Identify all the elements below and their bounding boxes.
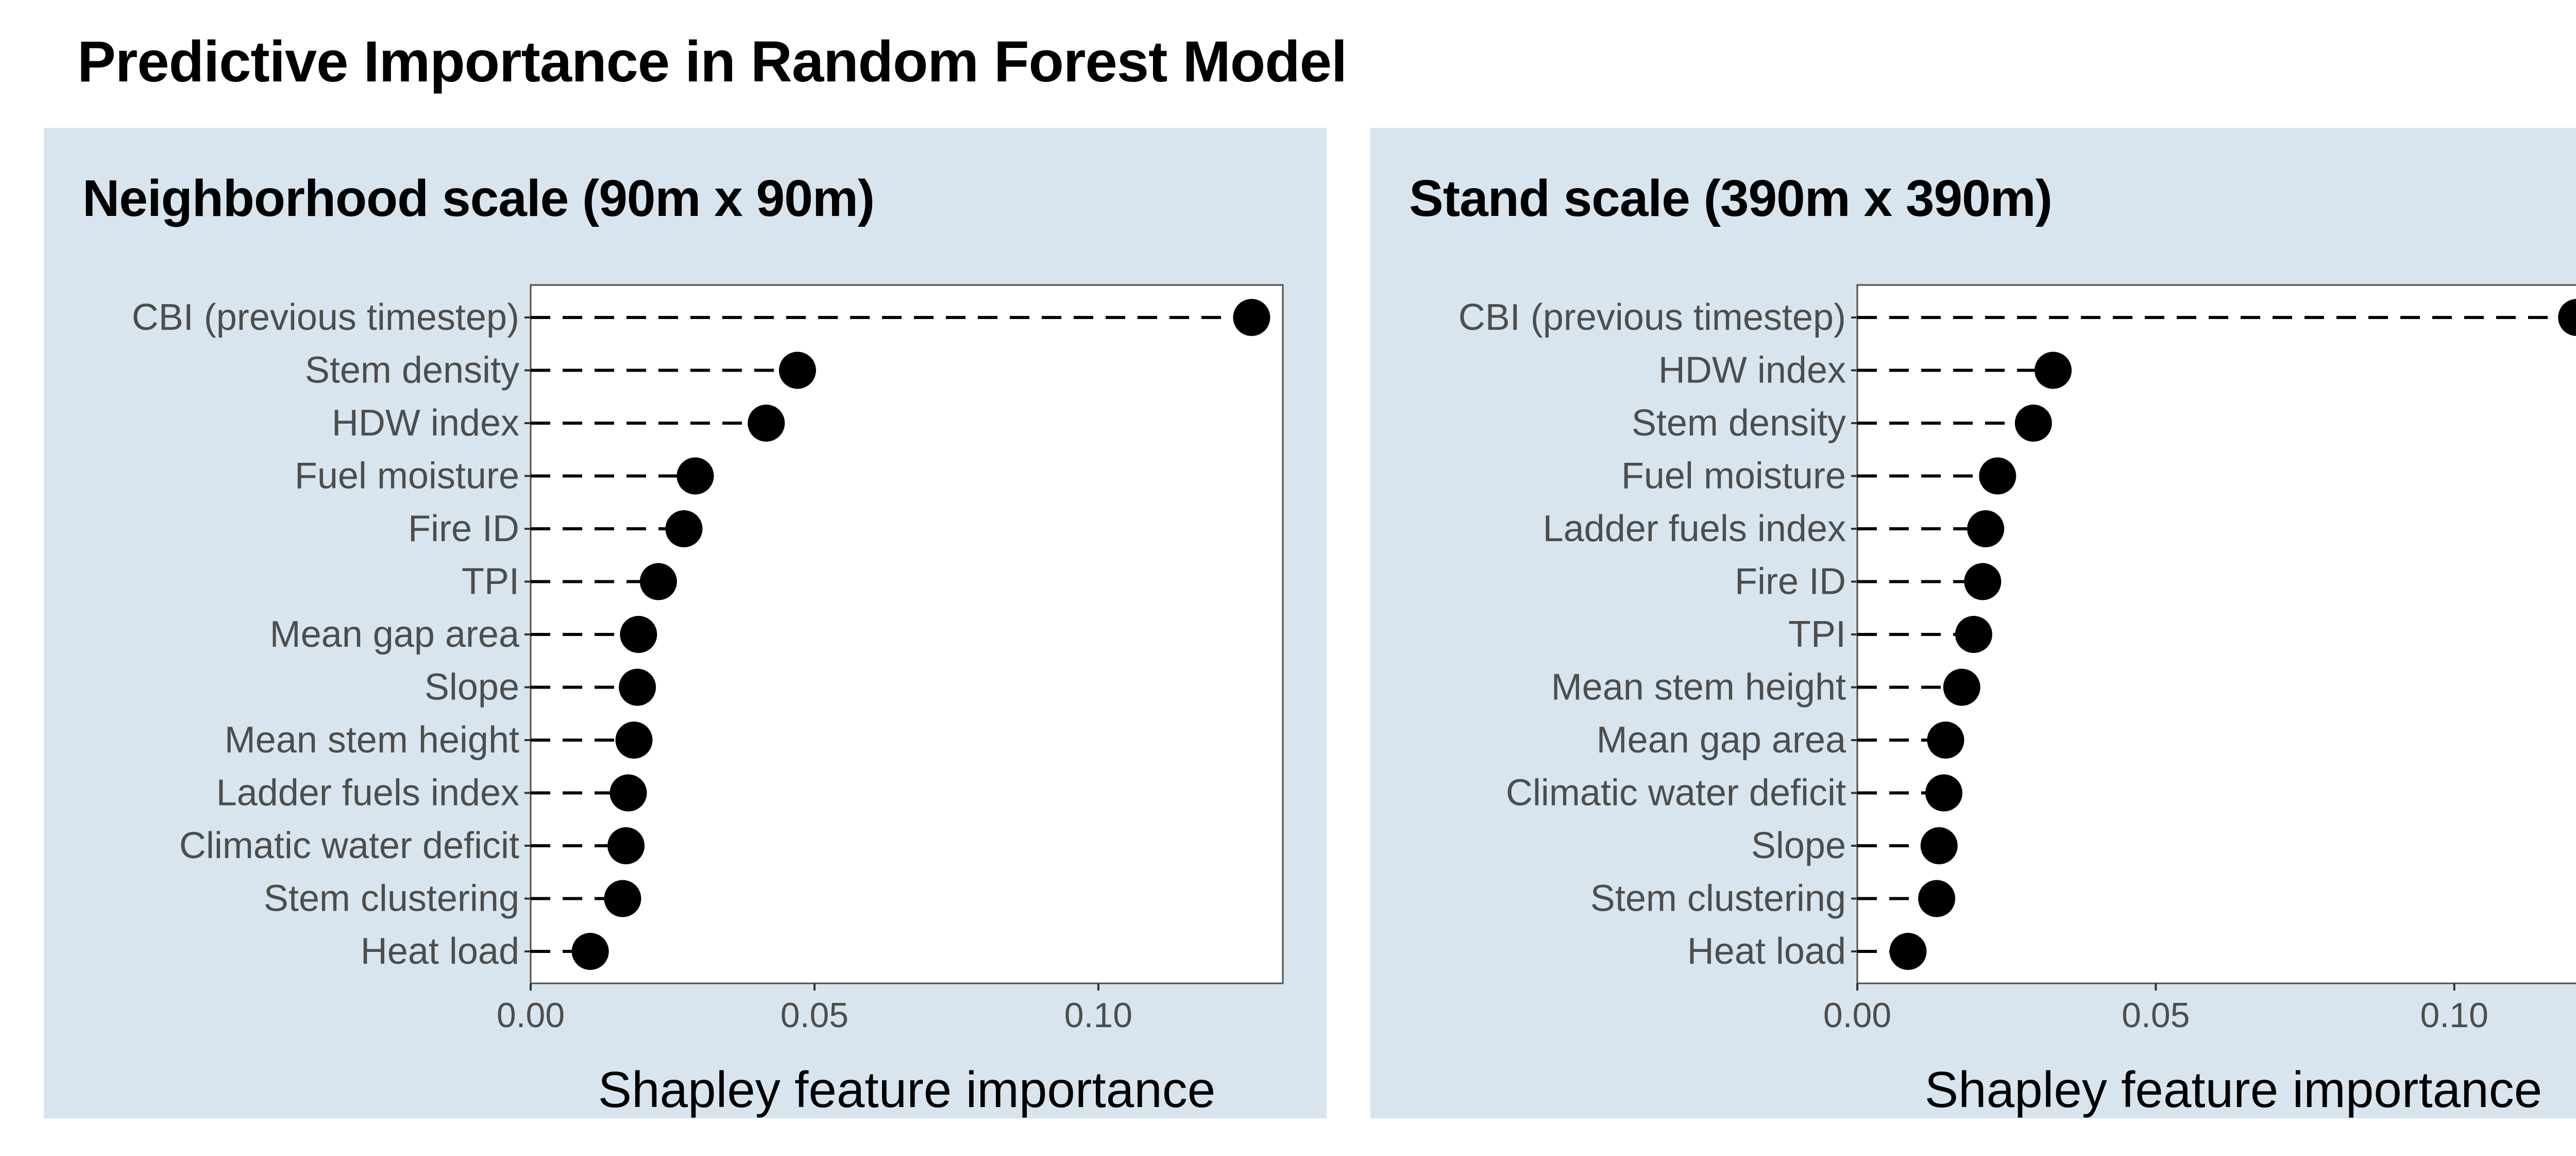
data-point	[1920, 827, 1958, 864]
category-label: Mean stem height	[225, 719, 519, 761]
data-point	[609, 774, 647, 812]
category-label: Heat load	[1687, 931, 1846, 972]
data-point	[607, 827, 645, 864]
data-point	[619, 668, 656, 706]
data-point	[778, 351, 816, 389]
data-point	[1918, 880, 1956, 917]
category-label: CBI (previous timestep)	[132, 297, 519, 338]
data-point	[2014, 405, 2052, 442]
data-point	[604, 880, 641, 917]
category-label: Climatic water deficit	[1506, 773, 1846, 814]
x-tick-label: 0.05	[781, 996, 849, 1035]
category-label: Fuel moisture	[295, 456, 519, 497]
x-tick-label: 0.05	[2122, 996, 2190, 1035]
category-label: Slope	[425, 667, 519, 708]
data-point	[676, 457, 714, 495]
category-label: Stem clustering	[264, 878, 519, 919]
category-label: Ladder fuels index	[1543, 508, 1846, 549]
data-point	[1233, 299, 1270, 336]
data-point	[620, 616, 657, 653]
category-label: Mean stem height	[1551, 667, 1846, 708]
category-label: Stem density	[1632, 403, 1846, 444]
data-point	[615, 722, 653, 759]
data-point	[2035, 351, 2072, 389]
data-point	[1927, 722, 1964, 759]
category-label: Ladder fuels index	[216, 773, 519, 814]
category-label: Stem density	[305, 350, 519, 391]
data-point	[1979, 457, 2016, 495]
x-axis-title: Shapley feature importance	[1925, 1061, 2543, 1118]
category-label: Fire ID	[408, 508, 519, 549]
category-label: Mean gap area	[1597, 719, 1846, 761]
chart-main-title: Predictive Importance in Random Forest M…	[77, 29, 1347, 94]
stand-scale-panel: Stand scale (390m x 390m) CBI (previous …	[1370, 128, 2576, 1118]
x-axis-title: Shapley feature importance	[598, 1061, 1216, 1118]
category-label: Mean gap area	[270, 614, 520, 655]
neighborhood-scale-panel: Neighborhood scale (90m x 90m) CBI (prev…	[44, 128, 1327, 1118]
category-label: Heat load	[361, 931, 519, 972]
data-point	[1955, 616, 1992, 653]
category-label: HDW index	[1658, 350, 1846, 391]
category-label: TPI	[1788, 614, 1846, 655]
data-point	[1964, 563, 2002, 600]
x-tick-label: 0.10	[1064, 996, 1132, 1035]
data-point	[639, 563, 677, 600]
data-point	[2558, 299, 2576, 336]
data-point	[1925, 774, 1963, 812]
category-label: HDW index	[332, 403, 519, 444]
category-label: TPI	[462, 561, 519, 602]
panel-title: Neighborhood scale (90m x 90m)	[82, 170, 875, 227]
x-tick-label: 0.10	[2420, 996, 2488, 1035]
neighborhood-scale-plot: CBI (previous timestep) Stem density HDW i…	[132, 284, 1284, 1118]
category-label: CBI (previous timestep)	[1459, 297, 1846, 338]
data-point	[748, 405, 785, 442]
category-label: Climatic water deficit	[179, 825, 519, 866]
category-label: Fire ID	[1735, 561, 1846, 602]
data-point	[571, 933, 609, 970]
panel-title: Stand scale (390m x 390m)	[1409, 170, 2053, 227]
data-point	[665, 510, 703, 547]
category-label: Stem clustering	[1590, 878, 1846, 919]
data-point	[1967, 510, 2005, 547]
data-point	[1889, 933, 1927, 970]
category-label: Fuel moisture	[1621, 456, 1846, 497]
x-tick-label: 0.00	[497, 996, 565, 1035]
data-point	[1943, 668, 1980, 706]
stand-scale-plot: CBI (previous timestep) HDW index Stem den…	[1459, 284, 2576, 1118]
x-tick-label: 0.00	[1823, 996, 1891, 1035]
category-label: Slope	[1751, 825, 1846, 866]
